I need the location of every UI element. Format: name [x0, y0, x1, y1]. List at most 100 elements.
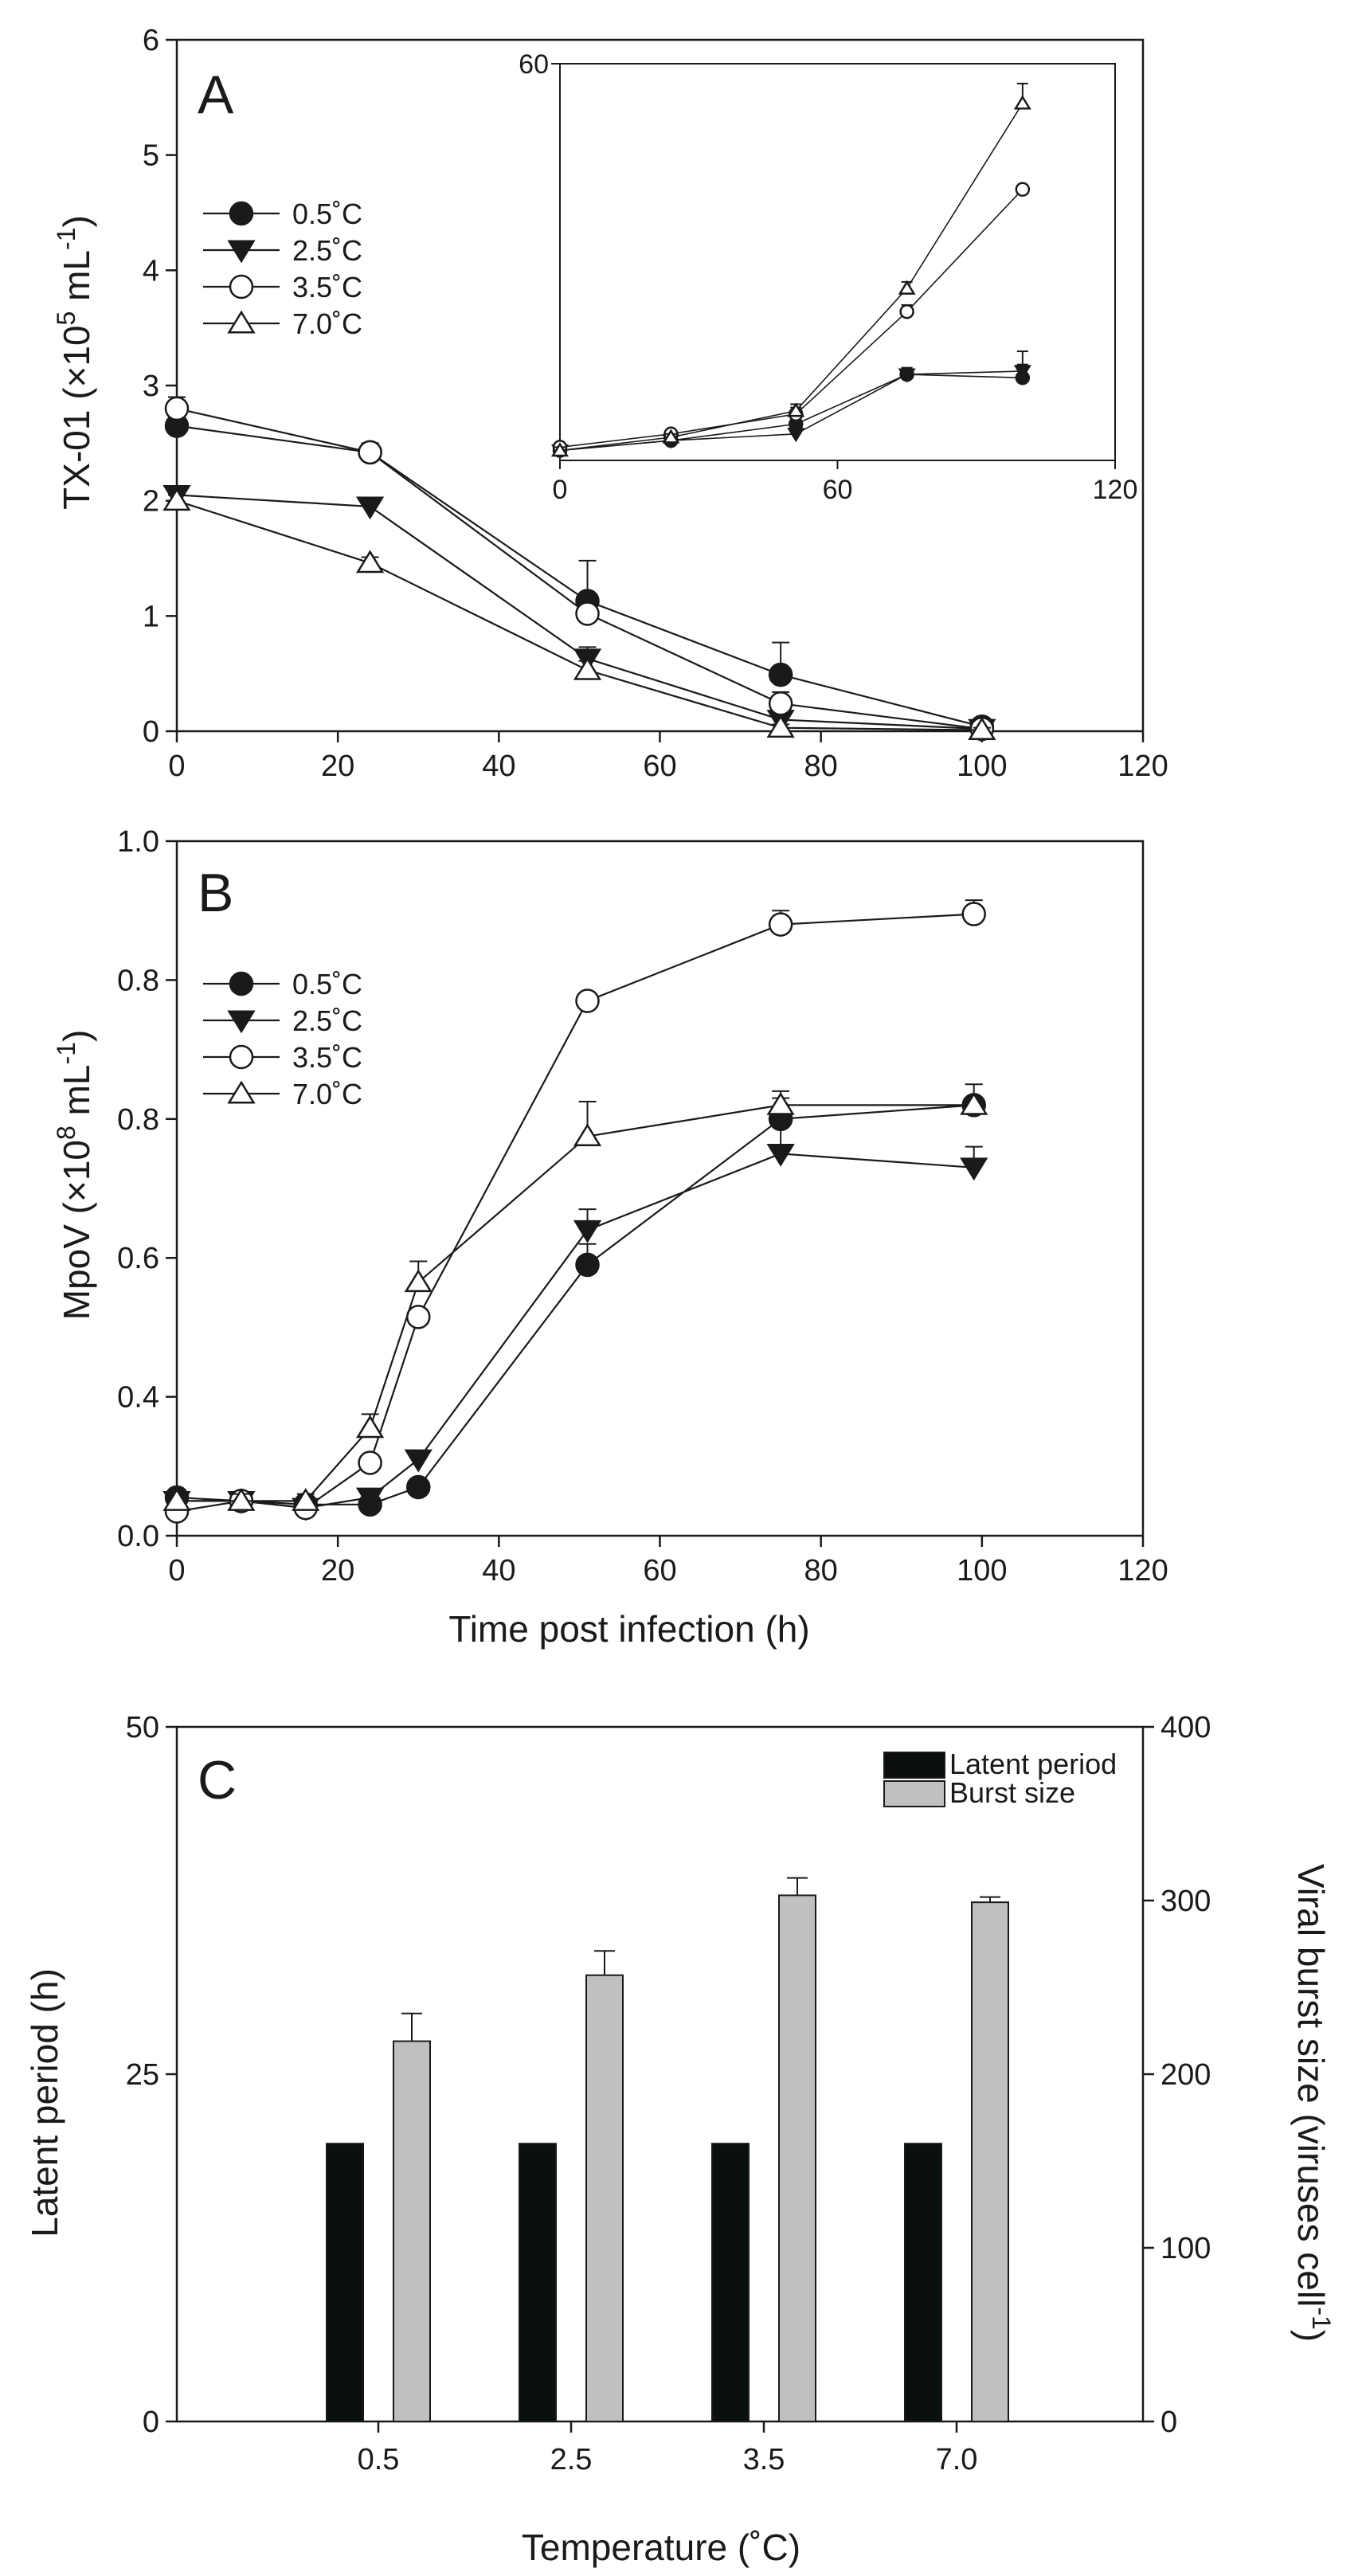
panel-a-data-point [575, 601, 600, 626]
panel-a-inset-y-tick-label: 60 [519, 49, 549, 80]
panel-b-data-point [573, 1219, 602, 1243]
panel-c-y2-tick-label: 0 [1161, 2406, 1177, 2439]
panel-c-y-tick-label: 25 [126, 2058, 159, 2092]
panel-b-data-point [961, 902, 986, 926]
panel-c-y2-tick-label: 100 [1161, 2232, 1211, 2265]
panel-a-legend-label: 7.0˚C [292, 307, 362, 340]
panel-b-data-point [575, 989, 600, 1013]
panel-b-series-2 [162, 1118, 988, 1521]
panel-b-letter: B [198, 863, 233, 923]
panel-c-bar-latent-period [326, 2143, 364, 2422]
panel-b-series-3 [164, 899, 986, 1524]
panel-b-chart: B MpoV (×108 mL-1) Time post infection (… [52, 825, 1168, 1650]
panel-a-inset-data-point [899, 304, 914, 319]
panel-a-data-point [768, 691, 793, 716]
panel-a-inset: 0 60 120 60 [519, 49, 1137, 505]
panel-a-inset-data-point [898, 368, 916, 383]
panel-b-series-1 [164, 1083, 986, 1517]
panel-c-legend-label: Burst size [949, 1776, 1075, 1809]
panel-a-series-line [176, 425, 983, 728]
panel-a-data-point [162, 487, 191, 511]
panel-a-x-tick-label: 120 [1117, 750, 1168, 783]
panel-c-chart: C Latent period (h) Viral burst size (vi… [24, 1711, 1336, 2568]
panel-b-x-tick-label: 40 [482, 1554, 515, 1587]
panel-b-data-point [292, 1488, 320, 1511]
panel-a-letter: A [198, 65, 234, 125]
panel-a-inset-data-point [898, 280, 916, 295]
panel-b-data-point [768, 912, 793, 937]
panel-a-data-point [573, 656, 602, 680]
panel-a-inset-frame [559, 63, 1116, 461]
panel-b-y-tick-label: 0.4 [117, 1381, 159, 1415]
panel-b-x-tick-label: 60 [643, 1554, 676, 1587]
panel-a-data-point [355, 496, 385, 520]
panel-b-series-line [176, 1104, 974, 1505]
panel-b-legend-label: 0.5˚C [292, 968, 362, 1000]
panel-c-y2-label: Viral burst size (viruses cell-1) [1290, 1864, 1336, 2342]
panel-a-inset-x-tick-label: 60 [823, 475, 853, 505]
panel-b-x-tick-label: 100 [957, 1554, 1007, 1587]
panel-b-y-label: MpoV (×108 mL-1) [52, 1030, 97, 1321]
panel-a-inset-data-point [787, 428, 805, 443]
panel-a-inset-series-4 [550, 82, 1031, 457]
panel-b-legend-marker [229, 1044, 254, 1070]
panel-c-error-bar [401, 2012, 422, 2042]
panel-b-data-point [227, 1488, 256, 1511]
panel-a-legend-marker [229, 201, 254, 226]
panel-b-series-line [177, 1153, 974, 1509]
panel-a-chart: A TX-01 (×105 mL-1) 0 20 40 60 80 100 12001234… [52, 24, 1168, 783]
panel-b-legend-label: 7.0˚C [292, 1078, 362, 1110]
panel-b-data-point [766, 1143, 795, 1167]
panel-a-inset-x-tick-label: 0 [553, 475, 568, 505]
panel-b-data-point [404, 1269, 433, 1293]
panel-a-inset-data-point [662, 429, 680, 444]
panel-b-legend-label: 3.5˚C [292, 1041, 362, 1074]
panel-b-data-point [358, 1450, 382, 1475]
panel-a-data-point [968, 717, 996, 741]
panel-b-x-tick-label: 80 [804, 1554, 838, 1587]
panel-b-y-tick-label: 0.8 [117, 964, 159, 997]
panel-c-x-label: Temperature (˚C) [522, 2527, 800, 2568]
panel-b-data-point [355, 1415, 385, 1439]
panel-a-inset-data-point [550, 442, 569, 457]
panel-b-data-point [960, 1157, 988, 1181]
panel-a-data-point [355, 550, 385, 574]
panel-b-data-point [162, 1488, 191, 1511]
panel-b-legend-marker [229, 971, 254, 996]
panel-c-legend-swatch [883, 1780, 945, 1807]
panel-a-inset-x-tick-label: 120 [1093, 475, 1138, 505]
panel-c-bar-latent-period [904, 2143, 942, 2422]
panel-c-x-tick-label: 7.0 [936, 2443, 978, 2476]
panel-a-data-point [768, 662, 793, 687]
panel-c-y2-tick-label: 300 [1161, 1885, 1211, 1918]
panel-a-series-1 [164, 413, 995, 739]
panel-c-bar-burst-size [585, 1974, 624, 2422]
panel-b-data-point [355, 1487, 385, 1511]
panel-a-data-point [358, 440, 382, 465]
panel-c-x-tick-label: 2.5 [550, 2443, 593, 2476]
panel-c-y2-tick-label: 200 [1161, 2058, 1211, 2092]
panel-c-y2-tick-label: 400 [1161, 1711, 1211, 1744]
panel-a-legend-marker [227, 310, 256, 334]
panel-a-inset-data-point [1015, 182, 1031, 197]
panel-a-inset-data-point [1013, 95, 1031, 110]
panel-b-legend-marker [227, 1010, 256, 1034]
panel-b-y-tick-label: 0.8 [117, 1103, 159, 1137]
panel-c-y-label: Latent period (h) [24, 1968, 65, 2237]
panel-a-x-tick-label: 0 [168, 750, 185, 783]
panel-a-x-tick-label: 20 [321, 750, 354, 783]
panel-b-data-point [404, 1449, 433, 1473]
panel-c-x-tick-label: 3.5 [743, 2443, 785, 2476]
panel-a-y-tick-label: 6 [143, 24, 159, 57]
panel-c-bar-latent-period [711, 2143, 750, 2422]
panel-c-y-tick-label: 50 [126, 1711, 159, 1744]
panel-b-y-tick-label: 0.6 [117, 1242, 159, 1275]
panel-b-data-point [766, 1091, 795, 1115]
panel-a-y-label: TX-01 (×105 mL-1) [52, 215, 97, 510]
panel-a-series-4 [162, 487, 996, 741]
panel-c-error-bar [980, 1896, 1000, 1903]
panel-a-legend-marker [227, 240, 256, 264]
panel-b-data-point [406, 1474, 431, 1500]
panel-c-bar-burst-size [393, 2040, 431, 2423]
